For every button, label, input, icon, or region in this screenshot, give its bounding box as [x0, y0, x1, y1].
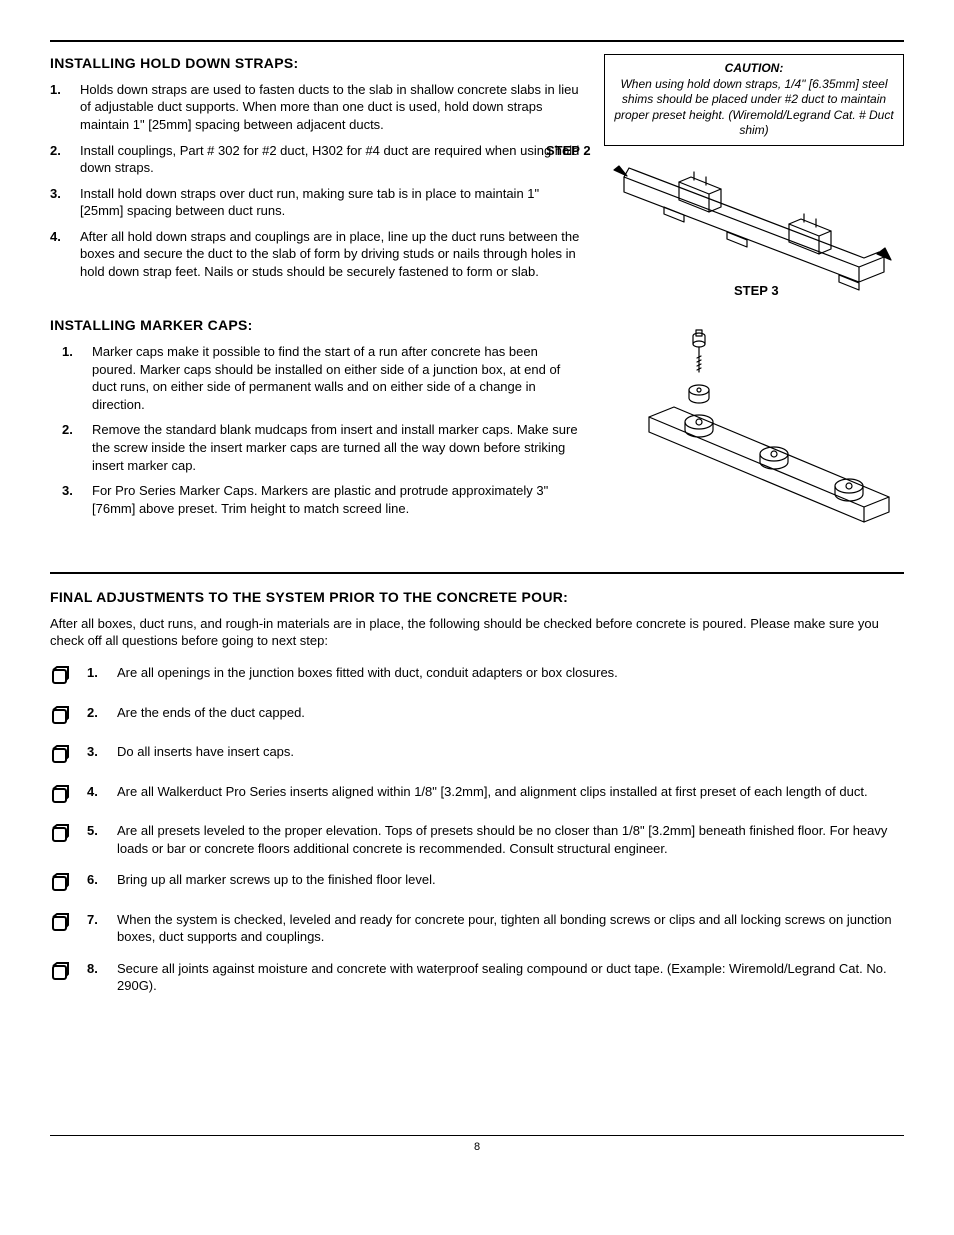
top-rule	[50, 40, 904, 42]
item-number: 4.	[87, 783, 105, 801]
item-text: When the system is checked, leveled and …	[117, 911, 904, 946]
list-item: 2. Install couplings, Part # 302 for #2 d…	[50, 142, 584, 177]
item-number: 3.	[62, 482, 80, 517]
item-text: Are the ends of the duct capped.	[117, 704, 904, 722]
caution-box: CAUTION: When using hold down straps, 1/…	[604, 54, 904, 146]
checklist-item: 7. When the system is checked, leveled an…	[50, 911, 904, 946]
checklist-item: 3. Do all inserts have insert caps.	[50, 743, 904, 769]
step2-label: STEP 2	[546, 142, 591, 160]
section2-title: INSTALLING MARKER CAPS:	[50, 316, 584, 335]
section3-intro: After all boxes, duct runs, and rough-in…	[50, 615, 904, 650]
item-number: 1.	[62, 343, 80, 413]
list-item: 1.Marker caps make it possible to find t…	[62, 343, 584, 413]
section3-title: FINAL ADJUSTMENTS TO THE SYSTEM PRIOR TO…	[50, 588, 904, 607]
list-item: 4.After all hold down straps and couplin…	[50, 228, 584, 281]
item-text: Marker caps make it possible to find the…	[92, 343, 584, 413]
checklist-item: 6. Bring up all marker screws up to the f…	[50, 871, 904, 897]
item-text: Install hold down straps over duct run, …	[80, 185, 584, 220]
left-column: INSTALLING HOLD DOWN STRAPS: 1.Holds dow…	[50, 54, 584, 542]
item-number: 1.	[87, 664, 105, 682]
caution-body: When using hold down straps, 1/4" [6.35m…	[613, 77, 895, 139]
item-text: Are all openings in the junction boxes f…	[117, 664, 904, 682]
checklist-item: 1. Are all openings in the junction boxes…	[50, 664, 904, 690]
caution-title: CAUTION:	[613, 61, 895, 77]
list-item: 1.Holds down straps are used to fasten d…	[50, 81, 584, 134]
item-number: 8.	[87, 960, 105, 995]
list-item: 2.Remove the standard blank mudcaps from…	[62, 421, 584, 474]
item-text: Remove the standard blank mudcaps from i…	[92, 421, 584, 474]
item-number: 2.	[50, 142, 68, 177]
checklist-item: 5. Are all presets leveled to the proper …	[50, 822, 904, 857]
checkbox-icon[interactable]	[50, 743, 72, 769]
item-text: Install couplings, Part # 302 for #2 duc…	[80, 142, 584, 177]
item-text: Are all Walkerduct Pro Series inserts al…	[117, 783, 904, 801]
item-text: For Pro Series Marker Caps. Markers are …	[92, 482, 584, 517]
checkbox-icon[interactable]	[50, 911, 72, 937]
checkbox-icon[interactable]	[50, 704, 72, 730]
checkbox-icon[interactable]	[50, 664, 72, 690]
diagram1-region: STEP 2 STEP 3	[604, 152, 904, 312]
section1-title: INSTALLING HOLD DOWN STRAPS:	[50, 54, 584, 73]
checklist-item: 4. Are all Walkerduct Pro Series inserts …	[50, 783, 904, 809]
section2-list: 1.Marker caps make it possible to find t…	[50, 343, 584, 517]
item-text: Holds down straps are used to fasten duc…	[80, 81, 584, 134]
checkbox-icon[interactable]	[50, 960, 72, 986]
list-item: 3. Install hold down straps over duct run…	[50, 185, 584, 220]
item-number: 3.	[87, 743, 105, 761]
item-number: 4.	[50, 228, 68, 281]
item-text: Secure all joints against moisture and c…	[117, 960, 904, 995]
section1-list: 1.Holds down straps are used to fasten d…	[50, 81, 584, 280]
step3-label: STEP 3	[734, 282, 779, 300]
item-number: 2.	[62, 421, 80, 474]
list-item: 3. For Pro Series Marker Caps. Markers ar…	[62, 482, 584, 517]
checklist-item: 8. Secure all joints against moisture and…	[50, 960, 904, 995]
item-number: 7.	[87, 911, 105, 946]
checkbox-icon[interactable]	[50, 871, 72, 897]
checklist-item: 2. Are the ends of the duct capped.	[50, 704, 904, 730]
item-number: 6.	[87, 871, 105, 889]
checkbox-icon[interactable]	[50, 783, 72, 809]
item-text: Are all presets leveled to the proper el…	[117, 822, 904, 857]
page-number: 8	[50, 1136, 904, 1155]
item-number: 5.	[87, 822, 105, 857]
item-text: After all hold down straps and couplings…	[80, 228, 584, 281]
item-number: 2.	[87, 704, 105, 722]
item-number: 1.	[50, 81, 68, 134]
checkbox-icon[interactable]	[50, 822, 72, 848]
item-text: Do all inserts have insert caps.	[117, 743, 904, 761]
right-column: CAUTION: When using hold down straps, 1/…	[604, 54, 904, 542]
item-text: Bring up all marker screws up to the fin…	[117, 871, 904, 889]
upper-content: INSTALLING HOLD DOWN STRAPS: 1.Holds dow…	[50, 54, 904, 542]
diagram2-region	[604, 322, 904, 542]
item-number: 3.	[50, 185, 68, 220]
marker-cap-diagram	[609, 322, 899, 542]
mid-rule	[50, 572, 904, 574]
checklist: 1. Are all openings in the junction boxes…	[50, 664, 904, 995]
